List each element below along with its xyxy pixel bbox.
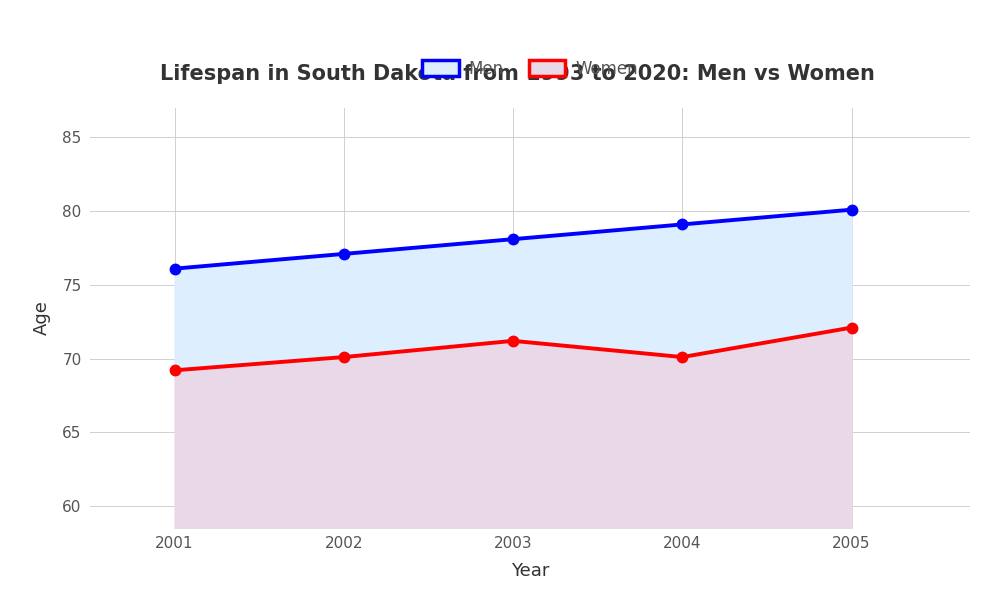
Legend: Men, Women: Men, Women bbox=[415, 53, 645, 85]
Text: Lifespan in South Dakota from 1993 to 2020: Men vs Women: Lifespan in South Dakota from 1993 to 20… bbox=[160, 64, 875, 84]
Y-axis label: Age: Age bbox=[33, 301, 51, 335]
X-axis label: Year: Year bbox=[511, 562, 549, 580]
